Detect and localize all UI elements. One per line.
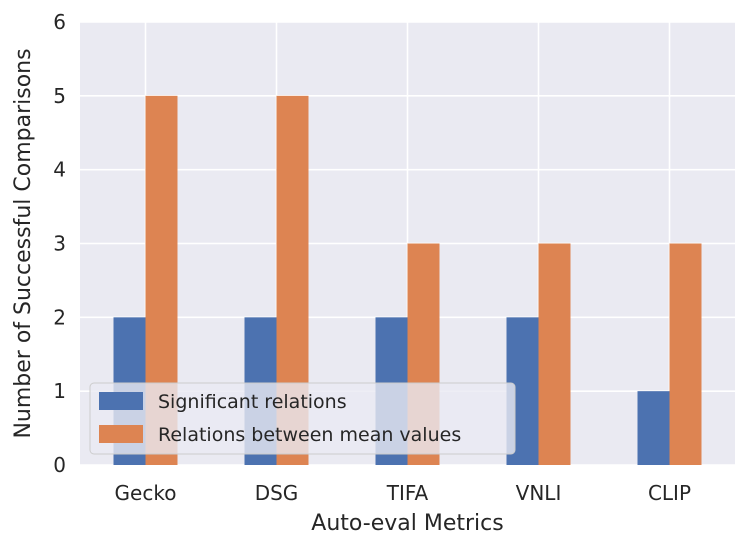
legend-swatch xyxy=(99,425,143,443)
x-tick-label: VNLI xyxy=(516,481,562,505)
x-tick-label: Gecko xyxy=(115,481,177,505)
y-tick-label: 4 xyxy=(53,158,66,182)
legend: Significant relations Relations between m… xyxy=(89,382,516,455)
x-axis-ticks: Gecko DSG TIFA VNLI CLIP xyxy=(115,481,691,505)
y-tick-label: 1 xyxy=(53,379,66,403)
y-tick-label: 6 xyxy=(53,10,66,34)
x-axis-label: Auto-eval Metrics xyxy=(311,511,503,536)
y-tick-label: 5 xyxy=(53,84,66,108)
legend-label: Significant relations xyxy=(158,391,347,413)
y-axis-ticks: 0 1 2 3 4 5 6 xyxy=(53,10,66,477)
bar-clip-series-1 xyxy=(669,243,702,465)
x-tick-label: DSG xyxy=(255,481,299,505)
legend-box xyxy=(89,382,516,455)
x-tick-label: CLIP xyxy=(648,481,691,505)
y-axis-label: Number of Successful Comparisons xyxy=(11,48,36,438)
y-tick-label: 3 xyxy=(53,232,66,256)
bar-vnli-series-1 xyxy=(538,243,571,465)
legend-swatch xyxy=(99,392,143,410)
y-tick-label: 0 xyxy=(53,453,66,477)
x-tick-label: TIFA xyxy=(386,481,429,505)
bar-clip-series-0 xyxy=(637,391,670,465)
legend-label: Relations between mean values xyxy=(158,424,461,446)
y-tick-label: 2 xyxy=(53,305,66,329)
